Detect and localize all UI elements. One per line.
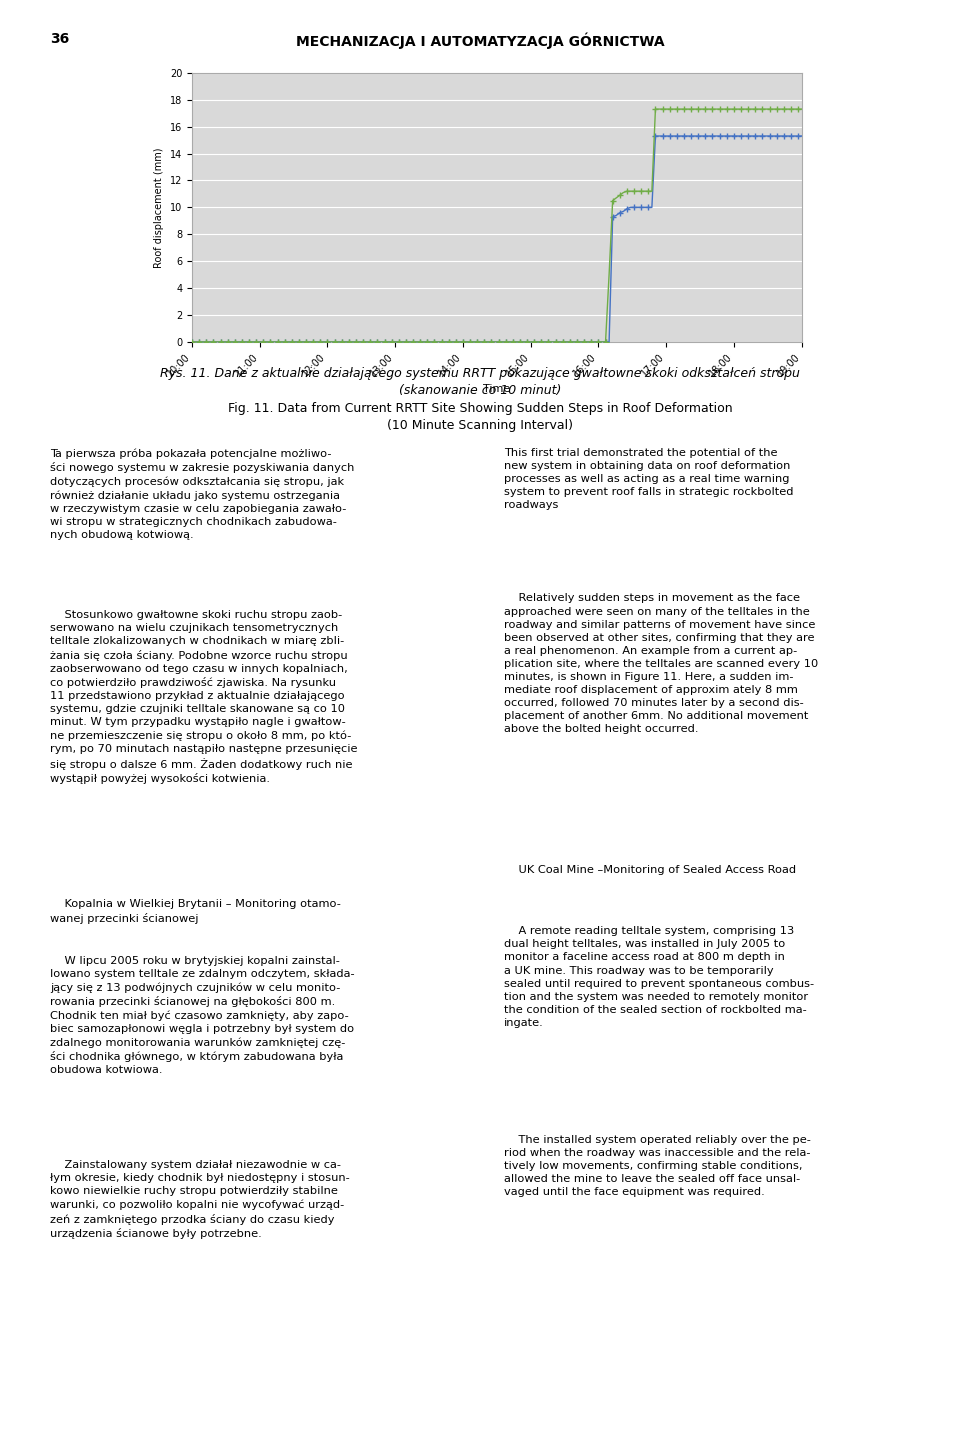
- Text: MECHANIZACJA I AUTOMATYZACJA GÓRNICTWA: MECHANIZACJA I AUTOMATYZACJA GÓRNICTWA: [296, 32, 664, 48]
- Text: The installed system operated reliably over the pe-
riod when the roadway was in: The installed system operated reliably o…: [504, 1135, 811, 1197]
- Text: A remote reading telltale system, comprising 13
dual height telltales, was insta: A remote reading telltale system, compri…: [504, 927, 814, 1027]
- X-axis label: Time: Time: [483, 384, 511, 394]
- Text: Fig. 11. Data from Current RRTT Site Showing Sudden Steps in Roof Deformation: Fig. 11. Data from Current RRTT Site Sho…: [228, 402, 732, 415]
- Text: UK Coal Mine –Monitoring of Sealed Access Road: UK Coal Mine –Monitoring of Sealed Acces…: [504, 866, 796, 876]
- Text: (skanowanie co 10 minut): (skanowanie co 10 minut): [398, 384, 562, 397]
- Text: Zainstalowany system działał niezawodnie w ca-
łym okresie, kiedy chodnik był ni: Zainstalowany system działał niezawodnie…: [50, 1161, 349, 1240]
- Text: Rys. 11. Dane z aktualnie działającego systemu RRTT pokazujące gwałtowne skoki o: Rys. 11. Dane z aktualnie działającego s…: [160, 367, 800, 380]
- Text: Ta pierwsza próba pokazała potencjalne możliwo-
ści nowego systemu w zakresie po: Ta pierwsza próba pokazała potencjalne m…: [50, 448, 354, 540]
- Text: W lipcu 2005 roku w brytyjskiej kopalni zainstal-
lowano system telltale ze zdal: W lipcu 2005 roku w brytyjskiej kopalni …: [50, 956, 354, 1075]
- Text: Kopalnia w Wielkiej Brytanii – Monitoring otamo-
wanej przecinki ścianowej: Kopalnia w Wielkiej Brytanii – Monitorin…: [50, 899, 341, 924]
- Text: (10 Minute Scanning Interval): (10 Minute Scanning Interval): [387, 419, 573, 432]
- Text: This first trial demonstrated the potential of the
new system in obtaining data : This first trial demonstrated the potent…: [504, 448, 794, 511]
- Text: Relatively sudden steps in movement as the face
approached were seen on many of : Relatively sudden steps in movement as t…: [504, 594, 818, 733]
- Text: Stosunkowo gwałtowne skoki ruchu stropu zaob-
serwowano na wielu czujnikach tens: Stosunkowo gwałtowne skoki ruchu stropu …: [50, 611, 357, 784]
- Y-axis label: Roof displacement (mm): Roof displacement (mm): [155, 147, 164, 268]
- Text: 36: 36: [50, 32, 69, 47]
